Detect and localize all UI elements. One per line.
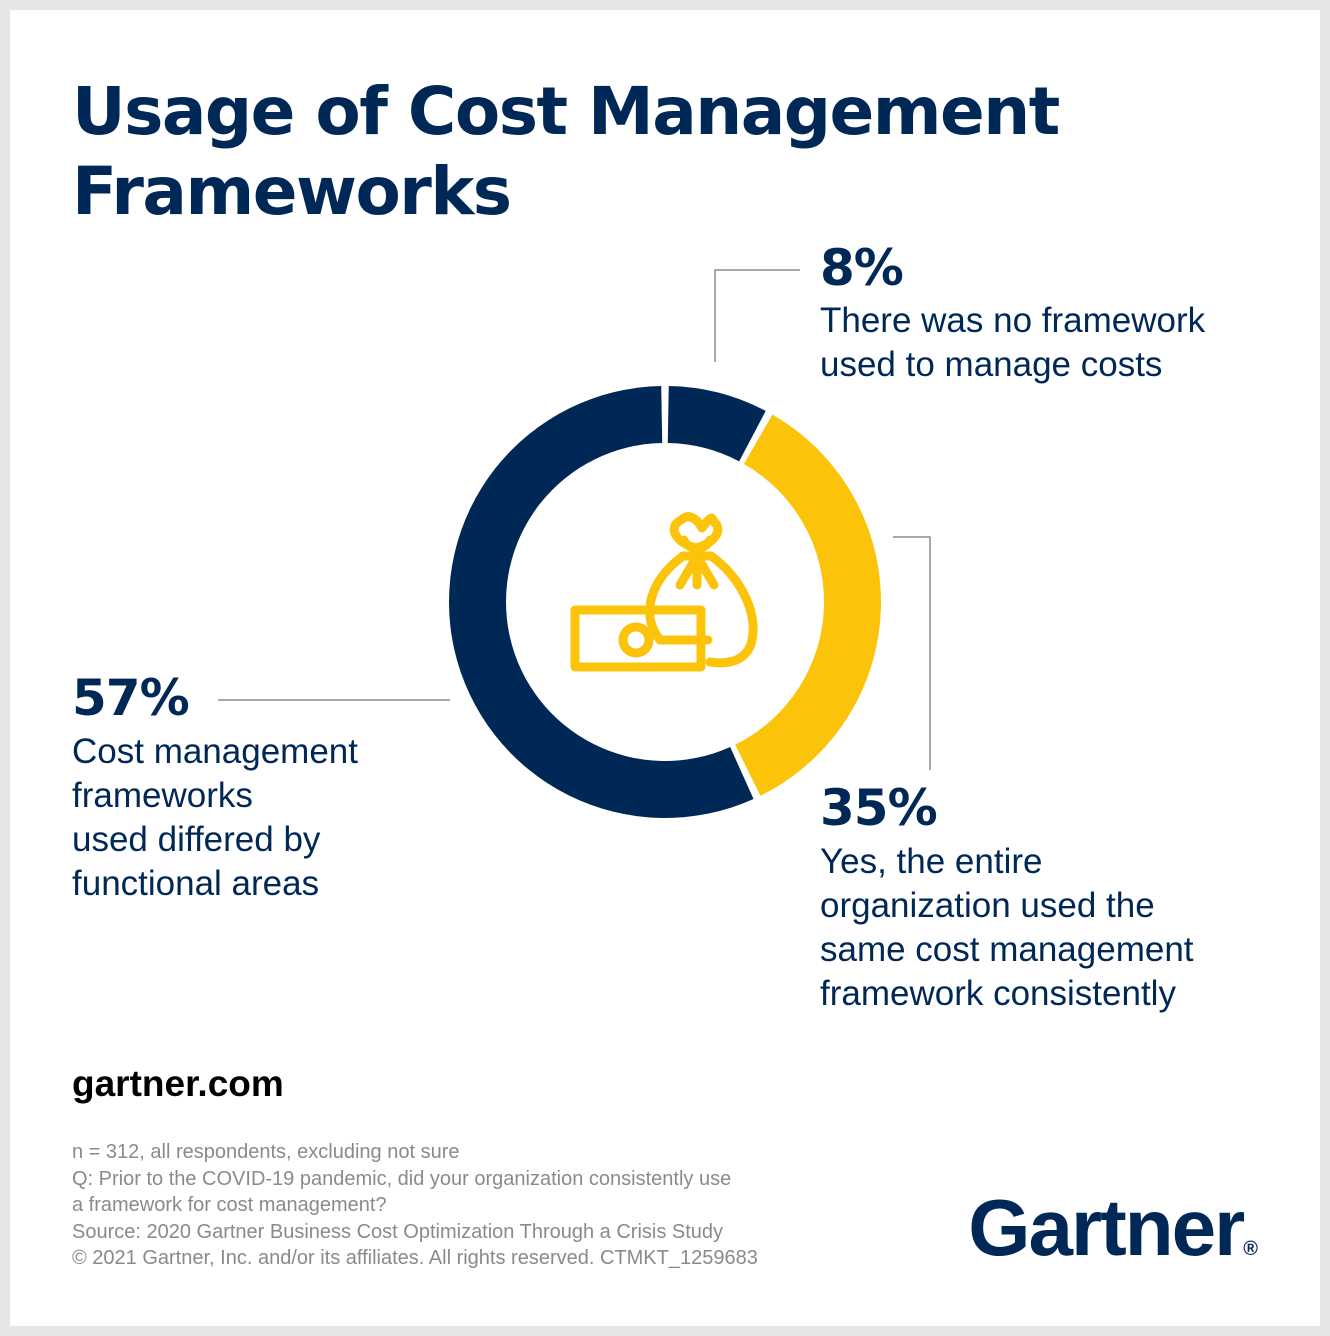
label-35-line-1: Yes, the entire	[820, 842, 1043, 881]
label-57-percent: 57%	[72, 669, 190, 727]
footnote-copyright: © 2021 Gartner, Inc. and/or its affiliat…	[72, 1247, 758, 1269]
title-line-2: Frameworks	[72, 153, 512, 230]
gartner-logo: Gartner®	[968, 1183, 1258, 1294]
footnotes: n = 312, all respondents, excluding not …	[72, 1139, 758, 1272]
footnote-sample: n = 312, all respondents, excluding not …	[72, 1141, 460, 1163]
label-8-line-2: used to manage costs	[820, 345, 1163, 384]
footnote-question-2: a framework for cost management?	[72, 1194, 387, 1216]
label-35-line-2: organization used the	[820, 886, 1155, 925]
label-35-percent: 35%	[820, 779, 938, 837]
money-bag-and-bill-icon	[570, 512, 758, 672]
label-35-description: Yes, the entire organization used the sa…	[820, 840, 1194, 1016]
label-35-line-3: same cost management	[820, 930, 1194, 969]
donut-slices	[449, 386, 881, 818]
label-8-line-1: There was no framework	[820, 301, 1206, 340]
label-8-description: There was no framework used to manage co…	[820, 299, 1205, 387]
logo-text: Gartner	[968, 1183, 1245, 1272]
leader-line-35	[893, 536, 931, 770]
registered-mark: ®	[1243, 1238, 1258, 1260]
title-line-1: Usage of Cost Management	[72, 73, 1060, 150]
footnote-source: Source: 2020 Gartner Business Cost Optim…	[72, 1220, 724, 1243]
page-title: Usage of Cost Management Frameworks	[72, 72, 1272, 232]
label-8-percent: 8%	[820, 239, 904, 297]
label-57-line-4: functional areas	[72, 864, 320, 903]
label-57-line-2: frameworks	[72, 776, 253, 815]
label-57-line-1: Cost management	[72, 732, 358, 771]
label-57-line-3: used differed by	[72, 820, 321, 859]
label-57-description: Cost management frameworks used differed…	[72, 730, 358, 906]
slice-differed-by-area	[449, 386, 754, 818]
slice-entire-organization	[735, 414, 881, 796]
footnote-question-1: Q: Prior to the COVID-19 pandemic, did y…	[72, 1167, 732, 1190]
leader-line-8	[714, 269, 800, 362]
label-35-line-4: framework consistently	[820, 974, 1176, 1013]
site-link[interactable]: gartner.com	[72, 1063, 284, 1104]
slice-no-framework	[667, 386, 766, 462]
